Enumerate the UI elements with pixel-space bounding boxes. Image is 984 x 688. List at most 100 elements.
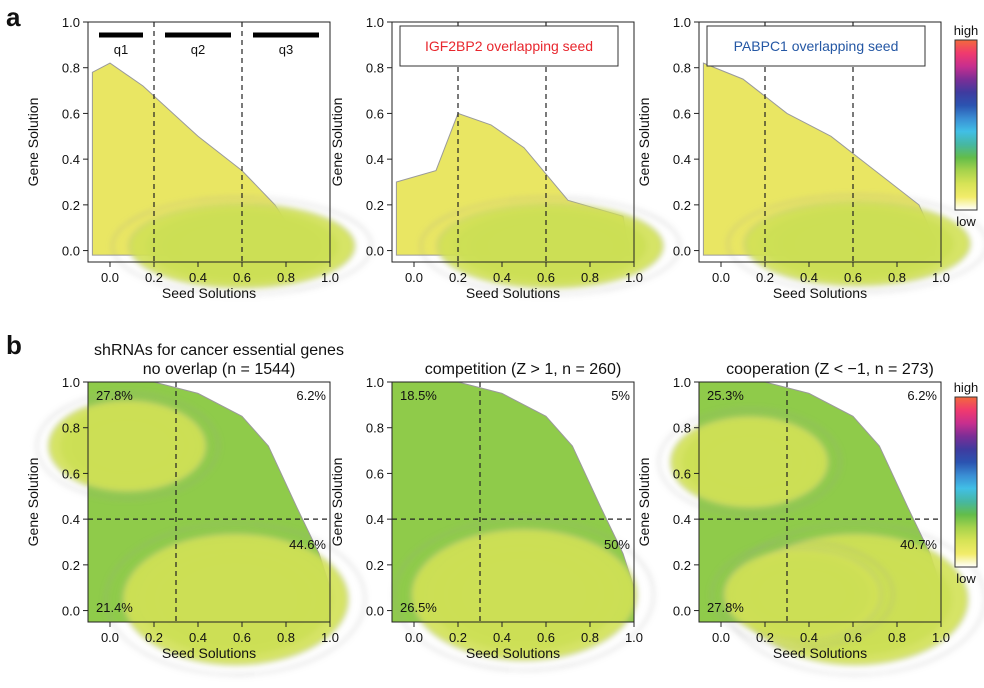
y-tick-label: 0.8 bbox=[673, 421, 691, 436]
quadrant-bottom-right-label: 40.7% bbox=[900, 537, 937, 552]
quadrant-top-right-label: 6.2% bbox=[296, 388, 326, 403]
x-tick-label: 0.0 bbox=[712, 270, 730, 285]
colorbar-low-label: low bbox=[956, 571, 976, 586]
chart-title: shRNAs for cancer essential genes bbox=[94, 342, 344, 359]
colorbar-high-label: high bbox=[954, 23, 979, 38]
density-level bbox=[437, 203, 664, 289]
plot-frame bbox=[391, 21, 635, 263]
quartile-label: q1 bbox=[114, 42, 128, 57]
density-level bbox=[727, 194, 984, 293]
x-tick-label: 0.8 bbox=[581, 270, 599, 285]
quadrant-bottom-left-label: 21.4% bbox=[96, 600, 133, 615]
y-tick-label: 0.2 bbox=[673, 558, 691, 573]
x-tick-label: 0.6 bbox=[233, 270, 251, 285]
x-tick-label: 0.6 bbox=[233, 630, 251, 645]
density-level bbox=[122, 532, 349, 666]
y-axis-label: Gene Solution bbox=[25, 98, 41, 187]
y-tick-label: 0.2 bbox=[366, 198, 384, 213]
x-tick-label: 0.2 bbox=[145, 630, 163, 645]
x-tick-label: 0.4 bbox=[800, 630, 818, 645]
x-axis-label: Seed Solutions bbox=[466, 285, 560, 301]
y-tick-label: 0.2 bbox=[62, 558, 80, 573]
x-tick-label: 0.4 bbox=[189, 630, 207, 645]
density-level bbox=[711, 541, 894, 648]
y-tick-label: 0.2 bbox=[673, 198, 691, 213]
chart-title: no overlap (n = 1544) bbox=[143, 361, 296, 378]
x-tick-label: 0.8 bbox=[277, 270, 295, 285]
chart-panel-5: 0.0 0.2 0.4 0.6 0.8 1.0 0.0 0.2 0.4 0.6 0.8 1.0 Seed… bbox=[329, 361, 654, 671]
x-tick-label: 0.4 bbox=[493, 630, 511, 645]
y-tick-label: 0.8 bbox=[62, 421, 80, 436]
y-tick-label: 0.0 bbox=[366, 604, 384, 619]
y-tick-label: 1.0 bbox=[673, 15, 691, 30]
y-tick-label: 0.0 bbox=[673, 244, 691, 259]
colorbar-gradient bbox=[954, 396, 978, 568]
plot-frame bbox=[698, 21, 942, 263]
plot-frame bbox=[391, 381, 635, 623]
x-tick-label: 0.4 bbox=[800, 270, 818, 285]
y-tick-label: 0.6 bbox=[366, 106, 384, 121]
x-tick-label: 0.6 bbox=[537, 630, 555, 645]
chart-title: PABPC1 overlapping seed bbox=[734, 38, 899, 54]
x-axis-label: Seed Solutions bbox=[466, 645, 560, 661]
density-level bbox=[658, 408, 841, 516]
y-tick-label: 0.4 bbox=[366, 512, 384, 527]
x-tick-label: 0.0 bbox=[101, 270, 119, 285]
quartile-label: q2 bbox=[191, 42, 205, 57]
quartile-label: q3 bbox=[279, 42, 293, 57]
density-level bbox=[394, 518, 654, 671]
y-tick-label: 0.0 bbox=[62, 244, 80, 259]
x-tick-label: 0.8 bbox=[888, 270, 906, 285]
x-tick-label: 0.8 bbox=[581, 630, 599, 645]
x-tick-label: 1.0 bbox=[321, 270, 339, 285]
y-tick-label: 1.0 bbox=[62, 15, 80, 30]
title-box bbox=[706, 25, 926, 67]
panel-label-a: a bbox=[6, 2, 21, 32]
chart-panel-6: 0.0 0.2 0.4 0.6 0.8 1.0 0.0 0.2 0.4 0.6 0.8 1.0 Seed… bbox=[636, 361, 984, 676]
x-axis-label: Seed Solutions bbox=[162, 645, 256, 661]
quadrant-bottom-left-label: 26.5% bbox=[400, 600, 437, 615]
y-tick-label: 0.6 bbox=[62, 106, 80, 121]
y-tick-label: 0.6 bbox=[62, 466, 80, 481]
density-level bbox=[420, 197, 681, 295]
x-tick-label: 0.2 bbox=[756, 630, 774, 645]
quadrant-top-right-label: 5% bbox=[611, 388, 630, 403]
x-tick-label: 1.0 bbox=[321, 630, 339, 645]
x-tick-label: 1.0 bbox=[625, 630, 643, 645]
chart-panel-3: 0.0 0.2 0.4 0.6 0.8 1.0 0.0 0.2 0.4 0.6 0.8 1.0 Seed… bbox=[636, 15, 984, 301]
x-tick-label: 0.6 bbox=[844, 630, 862, 645]
colorbar-high-label: high bbox=[954, 380, 979, 395]
x-axis-label: Seed Solutions bbox=[773, 285, 867, 301]
y-axis-label: Gene Solution bbox=[25, 458, 41, 547]
y-tick-label: 0.8 bbox=[62, 61, 80, 76]
y-axis-label: Gene Solution bbox=[636, 98, 652, 187]
chart-panel-1: 0.0 0.2 0.4 0.6 0.8 1.0 0.0 0.2 0.4 0.6 0.8 1.0 Seed… bbox=[25, 15, 372, 301]
quadrant-bottom-right-label: 44.6% bbox=[289, 537, 326, 552]
quadrant-bottom-right-label: 50% bbox=[604, 537, 630, 552]
x-tick-label: 0.8 bbox=[277, 630, 295, 645]
x-axis-label: Seed Solutions bbox=[162, 285, 256, 301]
quadrant-top-right-label: 6.2% bbox=[907, 388, 937, 403]
plot-frame bbox=[698, 381, 942, 623]
chart-title: cooperation (Z < −1, n = 273) bbox=[726, 361, 934, 378]
quadrant-top-left-label: 27.8% bbox=[96, 388, 133, 403]
density-level bbox=[723, 548, 882, 642]
x-tick-label: 0.2 bbox=[449, 270, 467, 285]
quadrant-top-left-label: 18.5% bbox=[400, 388, 437, 403]
x-tick-label: 0.2 bbox=[756, 270, 774, 285]
colorbar-2: high low bbox=[954, 380, 979, 586]
quadrant-bottom-left-label: 27.8% bbox=[707, 600, 744, 615]
y-tick-label: 1.0 bbox=[62, 375, 80, 390]
y-tick-label: 0.8 bbox=[366, 61, 384, 76]
x-tick-label: 0.6 bbox=[537, 270, 555, 285]
density-level bbox=[410, 528, 638, 661]
y-tick-label: 0.4 bbox=[673, 512, 691, 527]
y-tick-label: 1.0 bbox=[366, 15, 384, 30]
y-axis-label: Gene Solution bbox=[329, 98, 345, 187]
x-tick-label: 0.4 bbox=[493, 270, 511, 285]
x-tick-label: 0.0 bbox=[712, 630, 730, 645]
y-tick-label: 0.4 bbox=[673, 152, 691, 167]
panel-label-b: b bbox=[6, 330, 22, 360]
x-tick-label: 1.0 bbox=[932, 270, 950, 285]
